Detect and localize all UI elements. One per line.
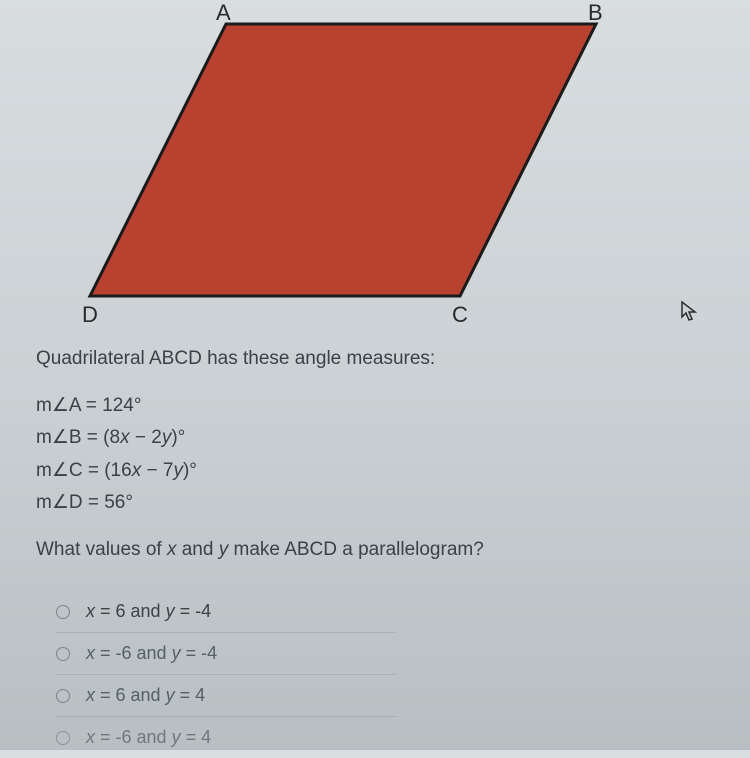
- radio-icon: [56, 647, 70, 661]
- options-list: x = 6 and y = -4 x = -6 and y = -4 x = 6…: [36, 591, 714, 758]
- cursor-icon: [680, 300, 698, 328]
- question-text: What values of x and y make ABCD a paral…: [36, 539, 714, 561]
- option-1[interactable]: x = 6 and y = -4: [56, 591, 396, 633]
- option-2[interactable]: x = -6 and y = -4: [56, 633, 396, 675]
- vertex-label-c: C: [452, 302, 468, 328]
- parallelogram-diagram: A B C D: [0, 0, 750, 340]
- angle-a: m∠A = 124°: [36, 390, 714, 422]
- option-3[interactable]: x = 6 and y = 4: [56, 675, 396, 717]
- radio-icon: [56, 689, 70, 703]
- intro-text: Quadrilateral ABCD has these angle measu…: [36, 348, 714, 370]
- option-label: x = -6 and y = -4: [86, 643, 217, 664]
- parallelogram-shape: [0, 0, 750, 340]
- angle-d: m∠D = 56°: [36, 487, 714, 519]
- radio-icon: [56, 731, 70, 745]
- option-4[interactable]: x = -6 and y = 4: [56, 717, 396, 758]
- vertex-label-d: D: [82, 302, 98, 328]
- vertex-label-a: A: [216, 0, 231, 26]
- option-label: x = 6 and y = -4: [86, 601, 211, 622]
- option-label: x = -6 and y = 4: [86, 727, 211, 748]
- angle-c: m∠C = (16x − 7y)°: [36, 455, 714, 487]
- angle-b: m∠B = (8x − 2y)°: [36, 422, 714, 454]
- vertex-label-b: B: [588, 0, 603, 26]
- radio-icon: [56, 605, 70, 619]
- option-label: x = 6 and y = 4: [86, 685, 205, 706]
